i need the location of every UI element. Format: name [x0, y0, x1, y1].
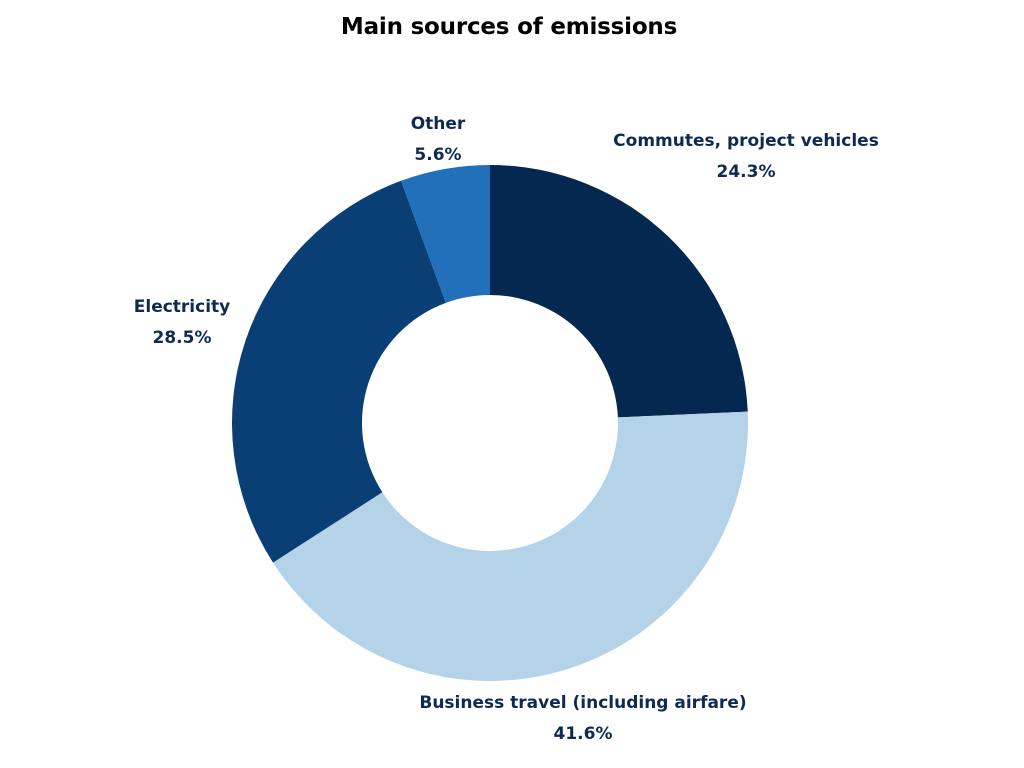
slice-other: [401, 165, 490, 303]
slice-value-commutes-project-vehicles: 24.3%: [717, 162, 776, 182]
chart-title: Main sources of emissions: [340, 14, 678, 40]
slice-value-electricity: 28.5%: [153, 328, 212, 348]
slice-electricity: [232, 180, 446, 563]
slice-value-other: 5.6%: [414, 145, 461, 165]
slice-label-commutes-project-vehicles: Commutes, project vehicles: [613, 131, 879, 151]
slice-label-other: Other: [411, 114, 466, 134]
slice-commutes-project-vehicles: [490, 165, 748, 418]
slice-value-business-travel-including-airfare: 41.6%: [554, 724, 613, 744]
slice-label-electricity: Electricity: [134, 297, 231, 317]
slice-business-travel-including-airfare: [273, 411, 748, 681]
slice-label-business-travel-including-airfare: Business travel (including airfare): [419, 693, 746, 713]
